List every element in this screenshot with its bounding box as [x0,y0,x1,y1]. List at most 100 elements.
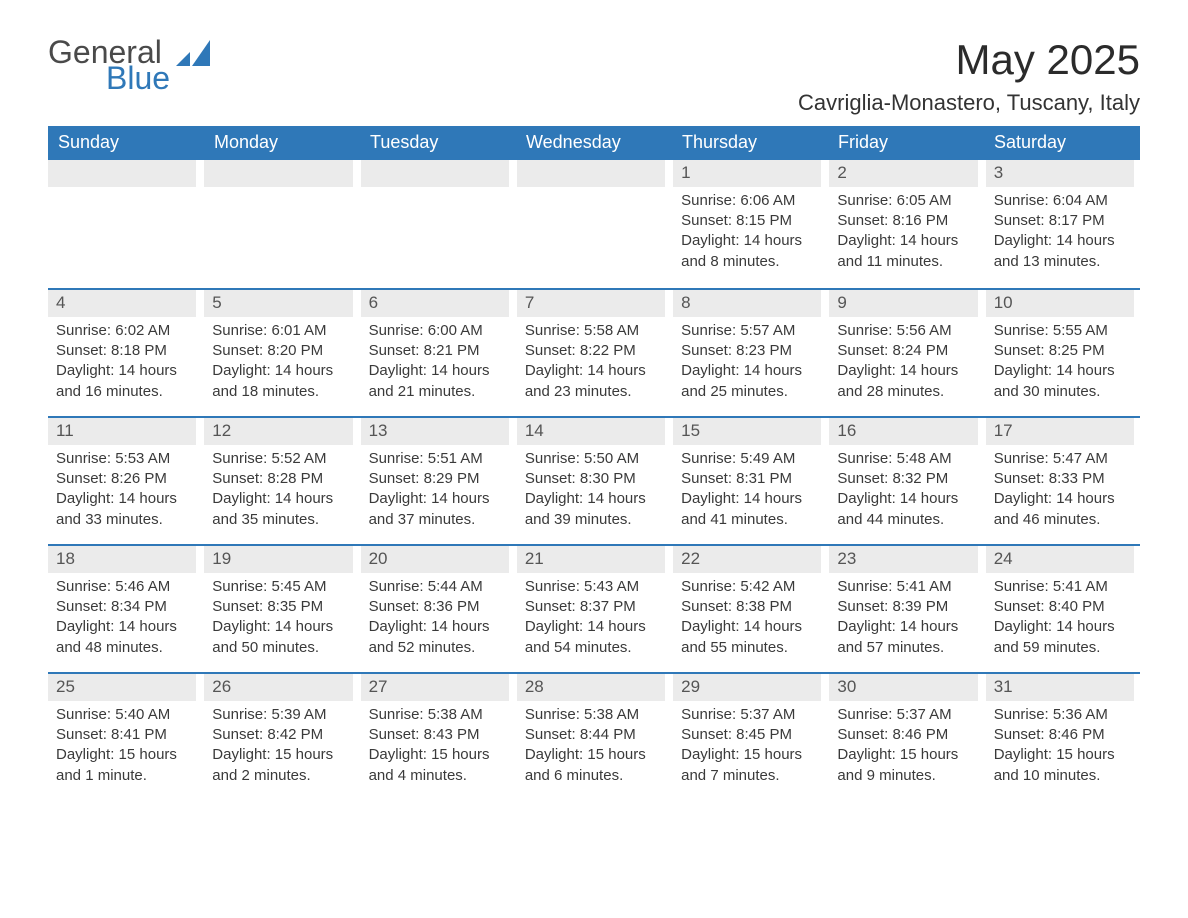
day-number [204,160,352,187]
day2-text: and 8 minutes. [681,252,819,272]
day1-text: Daylight: 14 hours [994,489,1132,509]
day-body: Sunrise: 5:37 AMSunset: 8:45 PMDaylight:… [673,705,819,786]
day1-text: Daylight: 14 hours [369,361,507,381]
day-cell [204,160,358,288]
day-number: 11 [48,418,196,445]
sunset-text: Sunset: 8:32 PM [837,469,975,489]
day2-text: and 59 minutes. [994,638,1132,658]
day2-text: and 1 minute. [56,766,194,786]
day-body: Sunrise: 5:40 AMSunset: 8:41 PMDaylight:… [48,705,194,786]
sunrise-text: Sunrise: 5:45 AM [212,577,350,597]
sunrise-text: Sunrise: 5:51 AM [369,449,507,469]
sunset-text: Sunset: 8:46 PM [837,725,975,745]
day-cell: 12Sunrise: 5:52 AMSunset: 8:28 PMDayligh… [204,418,358,544]
day-body: Sunrise: 5:53 AMSunset: 8:26 PMDaylight:… [48,449,194,530]
day-body: Sunrise: 5:52 AMSunset: 8:28 PMDaylight:… [204,449,350,530]
day-body: Sunrise: 6:04 AMSunset: 8:17 PMDaylight:… [986,191,1132,272]
sunrise-text: Sunrise: 5:48 AM [837,449,975,469]
day-number: 21 [517,546,665,573]
day-number: 10 [986,290,1134,317]
day1-text: Daylight: 14 hours [56,361,194,381]
day-cell [48,160,202,288]
day-number: 15 [673,418,821,445]
sunrise-text: Sunrise: 5:52 AM [212,449,350,469]
weekday-header: Thursday [672,126,828,160]
day-body: Sunrise: 5:46 AMSunset: 8:34 PMDaylight:… [48,577,194,658]
sunset-text: Sunset: 8:33 PM [994,469,1132,489]
day-number: 14 [517,418,665,445]
day-cell [517,160,671,288]
sunset-text: Sunset: 8:21 PM [369,341,507,361]
day1-text: Daylight: 14 hours [994,617,1132,637]
sunrise-text: Sunrise: 5:36 AM [994,705,1132,725]
day2-text: and 52 minutes. [369,638,507,658]
day1-text: Daylight: 15 hours [837,745,975,765]
day-body: Sunrise: 5:50 AMSunset: 8:30 PMDaylight:… [517,449,663,530]
sunrise-text: Sunrise: 5:41 AM [994,577,1132,597]
sunset-text: Sunset: 8:29 PM [369,469,507,489]
sunrise-text: Sunrise: 6:01 AM [212,321,350,341]
sunset-text: Sunset: 8:37 PM [525,597,663,617]
day1-text: Daylight: 14 hours [56,489,194,509]
day2-text: and 10 minutes. [994,766,1132,786]
day-number: 19 [204,546,352,573]
day-cell: 15 Sunrise: 5:49 AMSunset: 8:31 PMDayligh… [673,418,827,544]
day-cell: 4Sunrise: 6:02 AMSunset: 8:18 PMDaylight… [48,290,202,416]
day-number: 8 [673,290,821,317]
sunrise-text: Sunrise: 6:02 AM [56,321,194,341]
weekday-header: Wednesday [516,126,672,160]
day-cell: 17Sunrise: 5:47 AMSunset: 8:33 PMDayligh… [986,418,1140,544]
sunrise-text: Sunrise: 5:46 AM [56,577,194,597]
day-body: Sunrise: 5:56 AMSunset: 8:24 PMDaylight:… [829,321,975,402]
day-number: 27 [361,674,509,701]
day-number [48,160,196,187]
day2-text: and 39 minutes. [525,510,663,530]
day1-text: Daylight: 14 hours [212,361,350,381]
day2-text: and 54 minutes. [525,638,663,658]
day-number: 4 [48,290,196,317]
day-cell: 19Sunrise: 5:45 AMSunset: 8:35 PMDayligh… [204,546,358,672]
day-number: 2 [829,160,977,187]
day-cell: 31Sunrise: 5:36 AMSunset: 8:46 PMDayligh… [986,674,1140,800]
day-cell: 26Sunrise: 5:39 AMSunset: 8:42 PMDayligh… [204,674,358,800]
day-body: Sunrise: 5:58 AMSunset: 8:22 PMDaylight:… [517,321,663,402]
sunset-text: Sunset: 8:43 PM [369,725,507,745]
day2-text: and 57 minutes. [837,638,975,658]
day2-text: and 37 minutes. [369,510,507,530]
day-cell: 6Sunrise: 6:00 AMSunset: 8:21 PMDaylight… [361,290,515,416]
sunset-text: Sunset: 8:30 PM [525,469,663,489]
day2-text: and 44 minutes. [837,510,975,530]
day2-text: and 33 minutes. [56,510,194,530]
sunrise-text: Sunrise: 5:56 AM [837,321,975,341]
day-cell: 24Sunrise: 5:41 AMSunset: 8:40 PMDayligh… [986,546,1140,672]
day2-text: and 6 minutes. [525,766,663,786]
day1-text: Daylight: 14 hours [681,617,819,637]
sunset-text: Sunset: 8:36 PM [369,597,507,617]
day1-text: Daylight: 14 hours [212,489,350,509]
sunrise-text: Sunrise: 5:44 AM [369,577,507,597]
sunrise-text: Sunrise: 5:50 AM [525,449,663,469]
day-body: Sunrise: 5:55 AMSunset: 8:25 PMDaylight:… [986,321,1132,402]
day-cell: 14 Sunrise: 5:50 AMSunset: 8:30 PMDayligh… [517,418,671,544]
sunrise-text: Sunrise: 5:58 AM [525,321,663,341]
day-number: 18 [48,546,196,573]
day-cell: 28Sunrise: 5:38 AMSunset: 8:44 PMDayligh… [517,674,671,800]
day-body: Sunrise: 5:49 AMSunset: 8:31 PMDaylight:… [673,449,819,530]
sunset-text: Sunset: 8:23 PM [681,341,819,361]
day-cell: 21Sunrise: 5:43 AMSunset: 8:37 PMDayligh… [517,546,671,672]
day2-text: and 23 minutes. [525,382,663,402]
day1-text: Daylight: 14 hours [56,617,194,637]
day-cell: 9Sunrise: 5:56 AMSunset: 8:24 PMDaylight… [829,290,983,416]
day-number: 17 [986,418,1134,445]
day-cell: 10 Sunrise: 5:55 AMSunset: 8:25 PMDayligh… [986,290,1140,416]
sunset-text: Sunset: 8:20 PM [212,341,350,361]
week-row: 1Sunrise: 6:06 AMSunset: 8:15 PMDaylight… [48,160,1140,288]
day-number: 23 [829,546,977,573]
sunrise-text: Sunrise: 5:57 AM [681,321,819,341]
day1-text: Daylight: 14 hours [681,489,819,509]
sunset-text: Sunset: 8:28 PM [212,469,350,489]
week-row: 4Sunrise: 6:02 AMSunset: 8:18 PMDaylight… [48,288,1140,416]
day-number: 5 [204,290,352,317]
day-number [517,160,665,187]
title-block: May 2025 Cavriglia-Monastero, Tuscany, I… [798,36,1140,116]
